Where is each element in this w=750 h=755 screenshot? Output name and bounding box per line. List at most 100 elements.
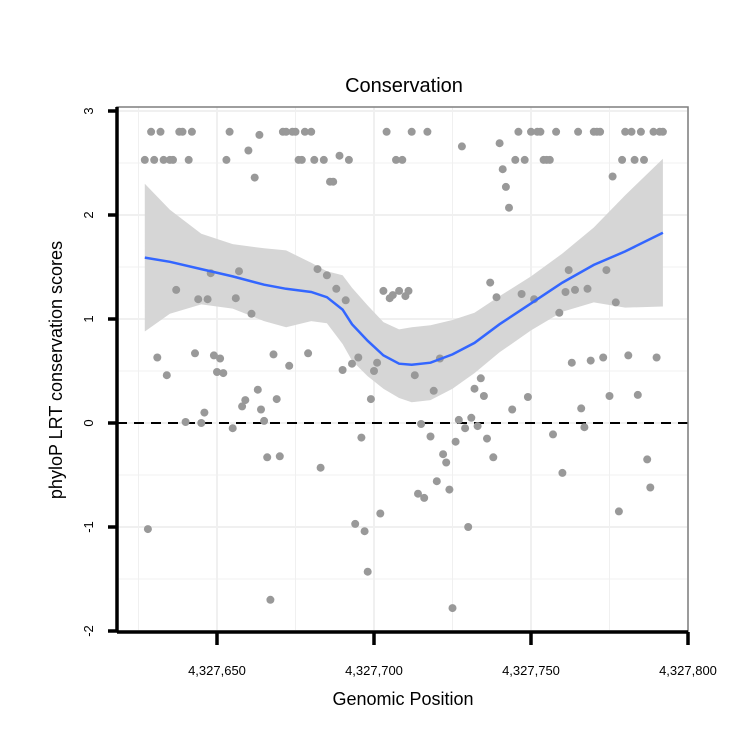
- data-point: [269, 350, 278, 359]
- data-point: [636, 127, 645, 136]
- data-point: [225, 127, 234, 136]
- data-point: [228, 424, 237, 433]
- data-point: [235, 267, 243, 276]
- y-axis: -2 -1 0 1 2 3: [81, 107, 119, 637]
- x-tick-label: 4,327,700: [345, 663, 403, 678]
- data-point: [467, 413, 476, 422]
- data-point: [470, 384, 479, 393]
- data-point: [348, 359, 356, 368]
- data-point: [169, 155, 177, 164]
- data-point: [338, 366, 347, 374]
- data-point: [253, 385, 262, 394]
- data-point: [423, 127, 432, 136]
- data-point: [322, 271, 331, 280]
- data-point: [360, 527, 369, 536]
- data-point: [181, 418, 190, 426]
- data-point: [329, 177, 338, 186]
- data-point: [159, 155, 168, 164]
- data-point: [574, 127, 583, 136]
- data-point: [373, 358, 382, 367]
- data-point: [341, 296, 350, 305]
- data-point: [492, 293, 501, 302]
- data-point: [483, 434, 491, 443]
- data-point: [197, 419, 206, 427]
- data-point: [549, 430, 557, 439]
- y-tick-label: 0: [81, 419, 96, 426]
- data-point: [392, 155, 400, 164]
- data-point: [627, 127, 636, 136]
- data-point: [486, 278, 495, 287]
- data-point: [457, 142, 466, 151]
- data-point: [618, 155, 627, 164]
- data-point: [244, 146, 253, 155]
- data-point: [282, 127, 291, 136]
- data-point: [633, 390, 642, 399]
- data-point: [614, 507, 623, 516]
- data-points: [140, 127, 667, 613]
- data-point: [398, 155, 407, 164]
- data-point: [508, 405, 517, 414]
- data-point: [285, 361, 294, 370]
- x-axis: 4,327,650 4,327,700 4,327,750 4,327,800: [117, 630, 717, 678]
- data-point: [216, 354, 225, 363]
- y-tick-label: 2: [81, 211, 96, 218]
- data-point: [580, 423, 589, 432]
- data-point: [523, 393, 532, 401]
- data-point: [257, 405, 265, 414]
- data-point: [363, 567, 372, 576]
- data-point: [501, 182, 510, 191]
- data-point: [297, 155, 306, 164]
- data-point: [479, 392, 488, 400]
- data-point: [643, 455, 652, 464]
- data-point: [567, 358, 576, 367]
- data-point: [495, 139, 504, 148]
- data-point: [454, 415, 463, 424]
- data-point: [307, 127, 316, 136]
- x-tick-label: 4,327,750: [502, 663, 560, 678]
- data-point: [300, 127, 309, 136]
- data-point: [414, 489, 422, 498]
- data-point: [213, 368, 221, 376]
- data-point: [605, 392, 614, 400]
- data-point: [255, 130, 264, 139]
- data-point: [439, 450, 448, 459]
- data-point: [445, 485, 454, 494]
- data-point: [552, 127, 561, 136]
- data-point: [658, 127, 667, 136]
- data-point: [646, 483, 655, 492]
- data-point: [545, 155, 554, 164]
- data-point: [187, 127, 196, 136]
- data-point: [357, 433, 366, 442]
- data-point: [241, 396, 250, 405]
- data-point: [310, 155, 319, 164]
- data-point: [498, 165, 507, 174]
- data-point: [316, 463, 325, 472]
- data-point: [344, 155, 353, 164]
- smooth-trend-line: [144, 231, 664, 367]
- data-point: [630, 155, 639, 164]
- data-point: [260, 416, 269, 425]
- data-point: [238, 402, 247, 411]
- data-point: [191, 349, 199, 358]
- data-point: [558, 468, 567, 477]
- data-point: [140, 155, 149, 164]
- data-point: [640, 155, 648, 164]
- data-point: [219, 369, 228, 378]
- data-point: [178, 127, 187, 136]
- data-point: [335, 151, 344, 160]
- data-point: [209, 351, 218, 360]
- data-point: [517, 290, 526, 298]
- data-point: [354, 353, 363, 362]
- data-point: [476, 374, 485, 383]
- data-point: [624, 351, 633, 360]
- y-axis-title: phyloP LRT conservation scores: [46, 241, 66, 499]
- x-axis-title: Genomic Position: [332, 689, 473, 709]
- data-point: [319, 155, 328, 164]
- data-point: [332, 284, 341, 293]
- data-point: [370, 367, 378, 375]
- data-point: [417, 420, 426, 428]
- data-point: [489, 453, 498, 462]
- data-point: [250, 173, 259, 182]
- data-point: [448, 604, 457, 613]
